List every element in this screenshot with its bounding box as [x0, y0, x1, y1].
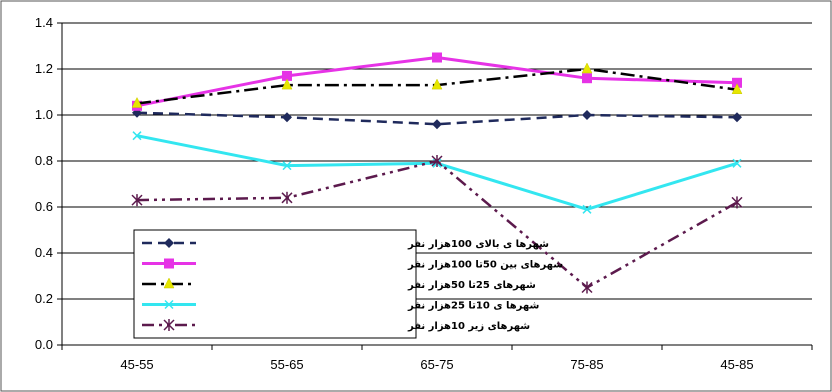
data-point	[281, 78, 293, 90]
axes: 0.0 0.2 0.4 0.6 0.8 1.0 1.2 1.4 45-55 55-65 65-75 7…	[35, 15, 813, 372]
y-tick-label: 0.0	[35, 337, 53, 352]
data-point	[732, 158, 742, 168]
data-point	[731, 196, 743, 209]
data-point	[581, 62, 593, 74]
y-tick-label: 0.4	[35, 245, 53, 260]
data-point	[432, 52, 442, 63]
legend-marker	[164, 299, 174, 310]
legend-label: شهرهای 25تا 50هزار نفر	[407, 280, 536, 291]
x-tick-label: 75-85	[570, 357, 603, 372]
y-tick-label: 0.8	[35, 153, 53, 168]
legend-item: شهرها ی بالای 100هزار نفر	[142, 238, 549, 250]
data-point	[131, 96, 143, 108]
series-5	[131, 155, 743, 294]
legend-marker	[164, 238, 174, 248]
data-point	[582, 73, 592, 84]
data-point	[582, 110, 592, 120]
data-point	[431, 155, 443, 167]
legend-item: شهرها ی 10تا 25هزار نفر	[142, 299, 539, 312]
data-point	[731, 83, 743, 94]
y-tick-label: 0.2	[35, 291, 53, 306]
legend-label: شهرها ی بالای 100هزار نفر	[407, 239, 549, 250]
x-tick-label: 45-85	[720, 357, 753, 372]
data-point	[432, 119, 442, 130]
legend-item: شهرهای بین 50تا 100هزار نفر	[142, 258, 563, 271]
x-tick-label: 55-65	[270, 357, 303, 372]
data-point	[282, 161, 292, 171]
x-tick-label: 65-75	[420, 357, 453, 372]
legend: شهرها ی بالای 100هزار نفر شهرهای بین 50تا…	[133, 229, 563, 339]
legend-marker	[164, 258, 174, 269]
data-point	[581, 281, 593, 294]
series-1	[132, 107, 742, 130]
y-tick-label: 0.6	[35, 199, 53, 214]
data-point	[582, 204, 592, 214]
series-3	[131, 62, 743, 108]
legend-label: شهرها ی 10تا 25هزار نفر	[407, 301, 539, 312]
data-point	[732, 112, 742, 123]
series	[131, 52, 743, 294]
y-tick-label: 1.0	[35, 107, 53, 122]
data-point	[281, 191, 293, 204]
legend-label: شهرهای بین 50تا 100هزار نفر	[407, 260, 563, 271]
y-tick-label: 1.4	[35, 15, 53, 30]
legend-item: شهرهای زیر 10هزار نفر	[142, 319, 530, 332]
legend-label: شهرهای زیر 10هزار نفر	[407, 321, 530, 332]
legend-marker	[163, 277, 175, 289]
y-tick-label: 1.2	[35, 61, 53, 76]
data-point	[732, 77, 742, 88]
data-point	[132, 131, 142, 141]
data-point	[282, 70, 292, 81]
data-point	[131, 194, 143, 207]
x-tick-label: 45-55	[120, 357, 153, 372]
legend-item: شهرهای 25تا 50هزار نفر	[142, 277, 536, 291]
legend-marker	[163, 319, 175, 331]
series-line	[136, 111, 738, 126]
data-point	[431, 78, 443, 90]
data-point	[282, 112, 292, 123]
